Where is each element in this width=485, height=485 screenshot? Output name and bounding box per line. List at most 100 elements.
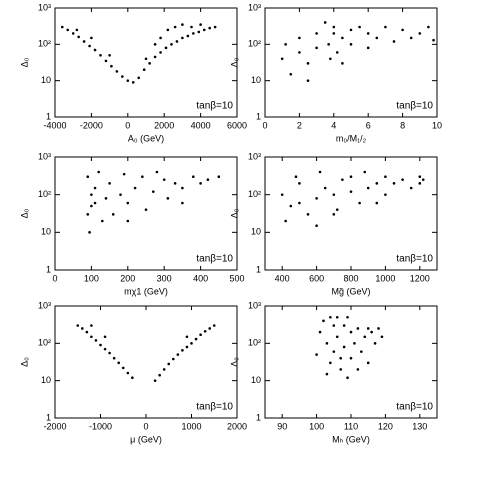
point — [104, 197, 108, 200]
x-tick-label: -4000 — [43, 120, 66, 130]
plot-frame — [54, 156, 238, 271]
y-tick-label: 10² — [38, 39, 51, 49]
x-tick-label: 120 — [378, 421, 393, 431]
x-tick-label: 400 — [193, 273, 208, 283]
y-tick-label: 10² — [248, 338, 261, 348]
x-tick-label: 10 — [432, 120, 442, 130]
point — [332, 213, 336, 216]
point — [199, 333, 202, 337]
point — [99, 343, 102, 347]
point — [133, 186, 137, 190]
point — [173, 25, 177, 29]
point — [375, 36, 379, 40]
point — [208, 26, 211, 30]
plot-frame — [264, 7, 438, 118]
y-axis-label: Δ₀ — [19, 57, 29, 67]
point — [332, 32, 336, 35]
point — [384, 25, 387, 29]
point — [126, 79, 130, 82]
point — [90, 36, 93, 40]
point — [332, 324, 336, 327]
point — [315, 32, 318, 35]
point — [131, 376, 134, 380]
point — [115, 70, 119, 73]
point — [90, 324, 93, 327]
point — [181, 36, 184, 40]
point — [101, 219, 104, 223]
x-tick-label: 90 — [277, 421, 287, 431]
point — [418, 175, 422, 178]
y-tick-label: 10³ — [38, 151, 51, 161]
point — [322, 319, 325, 323]
point — [97, 170, 100, 174]
y-tick-label: 10³ — [248, 300, 261, 310]
point — [181, 201, 184, 205]
point — [332, 350, 336, 353]
point — [409, 186, 413, 190]
point — [164, 46, 168, 50]
point — [185, 345, 189, 349]
y-tick-label: 10² — [38, 189, 51, 199]
point — [335, 335, 339, 339]
point — [280, 57, 284, 61]
point — [409, 36, 413, 40]
y-tick-label: 10³ — [248, 151, 261, 161]
point — [356, 327, 360, 330]
point — [370, 330, 373, 334]
point — [142, 68, 146, 72]
point — [380, 335, 384, 339]
point — [315, 224, 318, 228]
point — [170, 43, 173, 46]
point — [175, 40, 179, 43]
x-tick-label: 0 — [52, 273, 57, 283]
point — [384, 175, 387, 178]
point — [342, 324, 346, 327]
x-tick-label: 600 — [309, 273, 324, 283]
point — [110, 64, 113, 68]
point — [153, 379, 157, 382]
y-axis-label: Δ₀ — [19, 357, 29, 367]
x-tick-label: 4 — [331, 120, 336, 130]
point — [284, 219, 287, 223]
point — [166, 197, 170, 200]
point — [185, 335, 189, 339]
point — [329, 361, 332, 365]
point — [181, 23, 184, 26]
point — [121, 75, 124, 78]
point — [190, 25, 193, 29]
point — [329, 315, 332, 319]
point — [192, 175, 195, 178]
x-tick-label: 1000 — [181, 421, 201, 431]
point — [104, 59, 108, 63]
point — [349, 330, 353, 334]
point — [289, 72, 293, 76]
y-tick-label: 1 — [256, 264, 261, 274]
point — [131, 81, 135, 84]
x-tick-label: 110 — [344, 421, 358, 431]
point — [60, 25, 64, 29]
point — [349, 43, 353, 46]
point — [199, 182, 202, 185]
point — [203, 330, 207, 333]
point — [318, 330, 322, 334]
x-tick-label: 1000 — [375, 273, 395, 283]
point — [339, 356, 342, 360]
point — [366, 32, 370, 35]
y-tick-label: 10³ — [248, 2, 261, 12]
point — [181, 186, 184, 190]
point — [103, 335, 107, 339]
x-axis-label: m₀/M₁/₂ — [336, 133, 367, 143]
annotation: tanβ=10 — [196, 101, 233, 112]
point — [284, 43, 287, 46]
point — [153, 43, 157, 46]
x-tick-label: 100 — [309, 421, 324, 431]
x-axis-label: μ (GeV) — [130, 434, 162, 444]
y-tick-label: 10² — [248, 39, 261, 49]
x-tick-label: 400 — [275, 273, 290, 283]
point — [306, 79, 310, 82]
point — [332, 25, 336, 29]
y-tick-label: 10² — [248, 189, 261, 199]
point — [289, 204, 293, 208]
point — [318, 170, 322, 174]
